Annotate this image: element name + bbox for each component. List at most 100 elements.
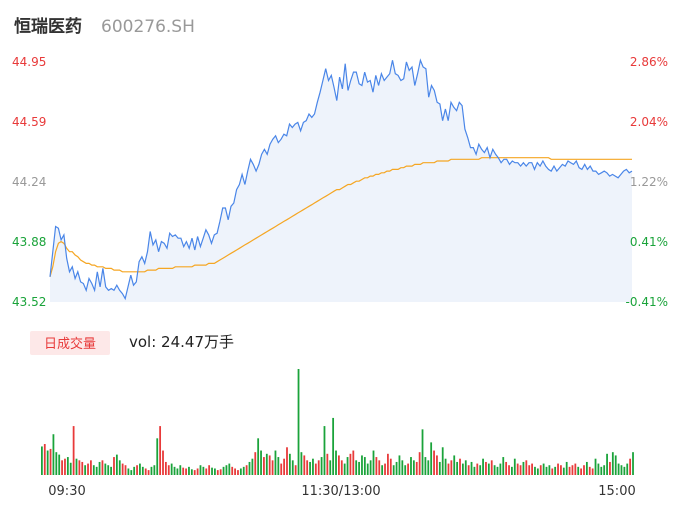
volume-bar bbox=[528, 465, 531, 475]
volume-bar bbox=[525, 460, 528, 475]
volume-bar bbox=[239, 468, 242, 475]
stock-code: 600276.SH bbox=[101, 17, 195, 37]
volume-bar bbox=[404, 465, 407, 475]
volume-bar bbox=[508, 465, 510, 475]
volume-bar bbox=[363, 457, 366, 475]
volume-bar bbox=[415, 461, 418, 475]
volume-bar bbox=[352, 450, 355, 475]
volume-bar bbox=[609, 461, 611, 475]
volume-bar bbox=[300, 452, 303, 475]
volume-bar bbox=[205, 468, 208, 475]
volume-bar bbox=[551, 468, 554, 475]
volume-bar bbox=[107, 465, 110, 475]
volume-bar bbox=[588, 466, 591, 475]
price-tick-label: 44.24 bbox=[12, 175, 46, 189]
volume-bar bbox=[141, 466, 144, 475]
volume-bar bbox=[401, 460, 404, 475]
volume-bar bbox=[438, 461, 441, 475]
volume-bar bbox=[182, 467, 185, 475]
volume-bar bbox=[441, 447, 444, 475]
volume-bar bbox=[606, 453, 608, 475]
volume-bar bbox=[470, 461, 473, 475]
volume-bar bbox=[490, 460, 493, 475]
volume-bar bbox=[170, 463, 173, 475]
volume-bar bbox=[156, 438, 159, 475]
volume-bar bbox=[314, 463, 317, 475]
volume-bar bbox=[139, 463, 141, 475]
volume-bar bbox=[49, 448, 52, 475]
volume-bar bbox=[378, 460, 381, 475]
volume-bar bbox=[320, 457, 323, 475]
volume-bar bbox=[288, 453, 291, 475]
volume-bar bbox=[577, 466, 580, 475]
volume-bar bbox=[343, 463, 346, 475]
volume-bar bbox=[421, 429, 424, 475]
percent-tick-label: 1.22% bbox=[630, 175, 668, 189]
volume-bar bbox=[75, 458, 78, 475]
volume-bar bbox=[597, 463, 600, 475]
volume-bar bbox=[173, 466, 176, 475]
volume-bar bbox=[557, 463, 559, 475]
volume-bar bbox=[41, 446, 43, 475]
volume-bar bbox=[66, 457, 69, 475]
volume-bar bbox=[611, 452, 614, 475]
volume-bar bbox=[340, 460, 343, 475]
volume-bar bbox=[317, 460, 320, 475]
volume-bar bbox=[211, 467, 213, 475]
volume-bar bbox=[306, 460, 309, 475]
volume-bar bbox=[531, 463, 533, 475]
volume-bar bbox=[560, 465, 562, 475]
volume-bar bbox=[585, 461, 588, 475]
volume-bar bbox=[574, 463, 577, 475]
volume-bar bbox=[548, 465, 551, 475]
volume-bar bbox=[617, 463, 620, 475]
volume-bar bbox=[237, 470, 239, 475]
volume-bar bbox=[461, 463, 464, 475]
volume-bar bbox=[95, 466, 98, 475]
volume-bar bbox=[185, 468, 187, 475]
volume-bar bbox=[179, 465, 182, 475]
volume-bar bbox=[519, 465, 522, 475]
percent-tick-label: 2.86% bbox=[630, 55, 668, 69]
volume-bar bbox=[136, 465, 138, 475]
volume-bar bbox=[90, 460, 92, 475]
volume-bar bbox=[603, 465, 606, 475]
volume-bar bbox=[225, 465, 228, 475]
volume-bar bbox=[254, 452, 257, 475]
price-area-fill bbox=[50, 60, 632, 302]
volume-bar bbox=[130, 470, 133, 475]
volume-bar bbox=[369, 460, 372, 475]
volume-bar bbox=[323, 426, 326, 475]
volume-bar bbox=[58, 454, 61, 475]
time-tick-label: 09:30 bbox=[48, 484, 85, 499]
volume-bar bbox=[505, 461, 508, 475]
volume-bar bbox=[338, 455, 340, 475]
volume-bar bbox=[245, 465, 248, 475]
volume-bar bbox=[436, 455, 438, 475]
volume-bar bbox=[188, 466, 190, 475]
percent-tick-label: 0.41% bbox=[630, 235, 668, 249]
volume-bar bbox=[384, 463, 386, 475]
volume-bar bbox=[410, 457, 412, 475]
volume-bar bbox=[121, 463, 124, 475]
volume-bar bbox=[216, 470, 219, 475]
volume-bar bbox=[387, 453, 389, 475]
volume-bar bbox=[115, 454, 118, 475]
time-tick-label: 11:30/13:00 bbox=[301, 484, 380, 499]
volume-bar bbox=[127, 468, 130, 475]
volume-bar bbox=[332, 417, 335, 475]
volume-bar bbox=[159, 426, 162, 475]
volume-bar bbox=[277, 457, 280, 475]
price-tick-label: 44.95 bbox=[12, 55, 46, 69]
volume-bar bbox=[473, 466, 476, 475]
volume-bar bbox=[64, 458, 66, 475]
volume-bar bbox=[487, 463, 490, 475]
volume-bar bbox=[349, 453, 352, 475]
volume-bar bbox=[72, 426, 75, 475]
volume-bar bbox=[591, 468, 594, 475]
volume-bar bbox=[286, 447, 288, 475]
volume-bar bbox=[381, 465, 384, 475]
volume-bar bbox=[222, 466, 225, 475]
volume-bar bbox=[61, 460, 63, 475]
